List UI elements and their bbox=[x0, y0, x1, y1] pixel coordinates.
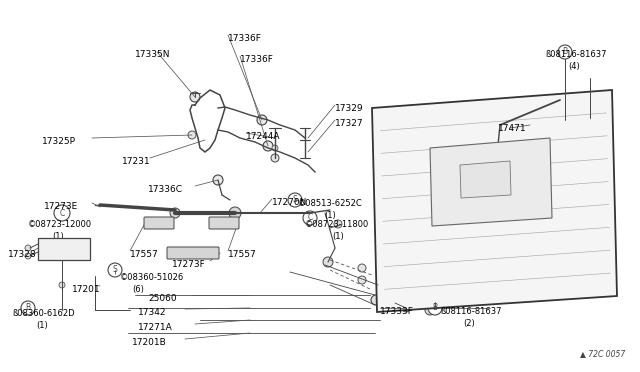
Text: C: C bbox=[307, 214, 312, 222]
Text: 17336F: 17336F bbox=[228, 34, 262, 43]
Circle shape bbox=[257, 115, 267, 125]
Text: 17471: 17471 bbox=[498, 124, 527, 133]
Text: (1): (1) bbox=[52, 232, 64, 241]
Text: 17557: 17557 bbox=[228, 250, 257, 259]
Circle shape bbox=[558, 45, 572, 59]
Text: (2): (2) bbox=[463, 319, 475, 328]
Circle shape bbox=[303, 211, 317, 225]
Circle shape bbox=[586, 114, 594, 122]
Circle shape bbox=[188, 131, 196, 139]
Polygon shape bbox=[460, 161, 511, 198]
Text: 17201B: 17201B bbox=[132, 338, 167, 347]
Text: 17333F: 17333F bbox=[380, 307, 414, 316]
Circle shape bbox=[561, 116, 569, 124]
Text: C: C bbox=[60, 208, 65, 218]
Circle shape bbox=[428, 301, 442, 315]
Circle shape bbox=[334, 220, 342, 228]
Circle shape bbox=[271, 154, 279, 162]
Text: ß08116-81637: ß08116-81637 bbox=[440, 307, 502, 316]
Bar bbox=[38, 238, 90, 260]
Text: ©08360-51026: ©08360-51026 bbox=[120, 273, 184, 282]
Circle shape bbox=[358, 264, 366, 272]
Text: 17271A: 17271A bbox=[138, 323, 173, 332]
Circle shape bbox=[272, 145, 278, 151]
Text: 17328: 17328 bbox=[8, 250, 36, 259]
Circle shape bbox=[21, 301, 35, 315]
Text: 17244A: 17244A bbox=[246, 132, 280, 141]
Text: 17335N: 17335N bbox=[135, 50, 170, 59]
Text: B: B bbox=[563, 48, 568, 57]
Circle shape bbox=[390, 177, 426, 213]
Text: 17327: 17327 bbox=[335, 119, 364, 128]
Text: 25060: 25060 bbox=[148, 294, 177, 303]
Text: ©08513-6252C: ©08513-6252C bbox=[298, 199, 363, 208]
Text: 17273F: 17273F bbox=[172, 260, 205, 269]
FancyBboxPatch shape bbox=[167, 247, 219, 259]
Text: B: B bbox=[433, 304, 438, 312]
Circle shape bbox=[425, 305, 435, 315]
Text: ß08360-6162D: ß08360-6162D bbox=[12, 309, 75, 318]
Circle shape bbox=[54, 205, 70, 221]
Text: S: S bbox=[113, 266, 117, 275]
Circle shape bbox=[59, 282, 65, 288]
Circle shape bbox=[190, 92, 200, 102]
Circle shape bbox=[587, 119, 593, 125]
Text: 17336F: 17336F bbox=[240, 55, 274, 64]
Text: 17273E: 17273E bbox=[44, 202, 78, 211]
Circle shape bbox=[108, 263, 122, 277]
Text: 17557: 17557 bbox=[130, 250, 159, 259]
Text: 17336C: 17336C bbox=[148, 185, 183, 194]
Circle shape bbox=[380, 167, 436, 223]
Text: (1): (1) bbox=[36, 321, 48, 330]
Circle shape bbox=[402, 304, 410, 312]
Text: (1): (1) bbox=[324, 211, 336, 220]
Circle shape bbox=[288, 193, 302, 207]
Text: 17201: 17201 bbox=[72, 285, 100, 294]
Circle shape bbox=[400, 187, 416, 203]
Circle shape bbox=[170, 208, 180, 218]
Text: 17342: 17342 bbox=[138, 308, 166, 317]
Text: ▲ 72C 0057: ▲ 72C 0057 bbox=[580, 349, 625, 358]
Circle shape bbox=[323, 257, 333, 267]
Text: 17231: 17231 bbox=[122, 157, 150, 166]
FancyBboxPatch shape bbox=[144, 217, 174, 229]
Text: S: S bbox=[292, 196, 298, 205]
Text: (6): (6) bbox=[132, 285, 144, 294]
Polygon shape bbox=[372, 90, 617, 312]
Text: ©08723-12000: ©08723-12000 bbox=[28, 220, 92, 229]
Text: (4): (4) bbox=[568, 62, 580, 71]
Circle shape bbox=[263, 141, 273, 151]
Circle shape bbox=[371, 295, 381, 305]
Circle shape bbox=[229, 207, 241, 219]
Text: 17329: 17329 bbox=[335, 104, 364, 113]
Text: ß08116-81637: ß08116-81637 bbox=[545, 50, 607, 59]
FancyBboxPatch shape bbox=[209, 217, 239, 229]
Text: (1): (1) bbox=[332, 232, 344, 241]
Text: 17270N: 17270N bbox=[272, 198, 307, 207]
Polygon shape bbox=[430, 138, 552, 226]
Text: ©08723-11800: ©08723-11800 bbox=[305, 220, 369, 229]
Circle shape bbox=[25, 253, 31, 259]
Text: B: B bbox=[26, 304, 31, 312]
Text: 17325P: 17325P bbox=[42, 137, 76, 146]
Circle shape bbox=[25, 245, 31, 251]
Circle shape bbox=[213, 175, 223, 185]
Circle shape bbox=[358, 276, 366, 284]
